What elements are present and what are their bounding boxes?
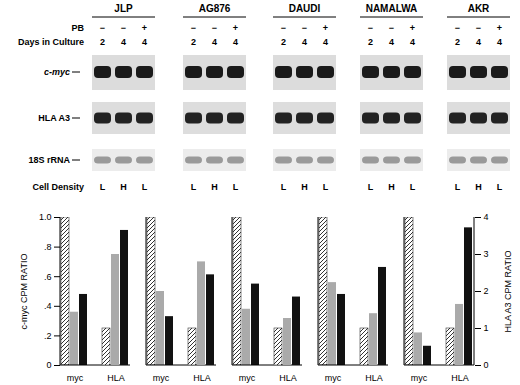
svg-text:+: +: [323, 23, 328, 33]
svg-text:HLA: HLA: [193, 373, 211, 383]
svg-text:.2: .2: [44, 331, 52, 341]
svg-text:Cell Density: Cell Density: [32, 182, 84, 192]
svg-text:HLA A3 CPM RATIO: HLA A3 CPM RATIO: [503, 251, 513, 333]
svg-text:4: 4: [142, 37, 147, 47]
svg-text:2: 2: [281, 37, 286, 47]
svg-text:2: 2: [100, 37, 105, 47]
svg-text:+: +: [142, 23, 147, 33]
svg-text:4: 4: [484, 212, 489, 222]
svg-text:HLA: HLA: [107, 373, 125, 383]
svg-text:4: 4: [323, 37, 328, 47]
svg-text:4: 4: [302, 37, 307, 47]
svg-text:−: −: [476, 23, 481, 33]
svg-text:HLA: HLA: [279, 373, 297, 383]
svg-text:L: L: [191, 182, 197, 192]
svg-text:−: −: [191, 23, 196, 33]
svg-text:1: 1: [484, 323, 489, 333]
svg-text:−: −: [281, 23, 286, 33]
svg-text:L: L: [410, 182, 416, 192]
svg-text:myc: myc: [239, 373, 256, 383]
svg-text:−: −: [121, 23, 126, 33]
svg-text:myc: myc: [325, 373, 342, 383]
svg-text:+: +: [233, 23, 238, 33]
svg-text:NAMALWA: NAMALWA: [366, 3, 418, 14]
svg-text:0: 0: [46, 360, 51, 370]
svg-text:.8: .8: [44, 242, 52, 252]
svg-text:L: L: [455, 182, 461, 192]
svg-text:H: H: [388, 182, 395, 192]
svg-text:2: 2: [455, 37, 460, 47]
svg-text:L: L: [281, 182, 287, 192]
svg-text:+: +: [410, 23, 415, 33]
svg-text:HLA: HLA: [365, 373, 383, 383]
svg-text:4: 4: [389, 37, 394, 47]
svg-text:c-myc CPM RATIO: c-myc CPM RATIO: [19, 254, 29, 330]
svg-text:2: 2: [368, 37, 373, 47]
svg-text:myc: myc: [67, 373, 84, 383]
svg-text:−: −: [212, 23, 217, 33]
svg-text:H: H: [475, 182, 482, 192]
svg-text:c-myc: c-myc: [44, 67, 70, 77]
svg-text:.6: .6: [44, 272, 52, 282]
svg-text:Days in Culture: Days in Culture: [18, 37, 84, 47]
svg-text:0: 0: [484, 360, 489, 370]
svg-text:−: −: [100, 23, 105, 33]
svg-text:4: 4: [121, 37, 126, 47]
svg-text:HLA: HLA: [451, 373, 469, 383]
svg-text:L: L: [368, 182, 374, 192]
svg-text:1.0: 1.0: [39, 212, 52, 222]
svg-text:myc: myc: [411, 373, 428, 383]
svg-text:4: 4: [476, 37, 481, 47]
svg-text:DAUDI: DAUDI: [289, 3, 321, 14]
svg-text:H: H: [301, 182, 308, 192]
svg-text:HLA A3: HLA A3: [38, 113, 70, 123]
svg-text:H: H: [211, 182, 218, 192]
svg-text:4: 4: [212, 37, 217, 47]
svg-text:−: −: [389, 23, 394, 33]
svg-text:H: H: [120, 182, 127, 192]
svg-text:L: L: [142, 182, 148, 192]
svg-text:L: L: [233, 182, 239, 192]
svg-text:3: 3: [484, 249, 489, 259]
svg-text:2: 2: [484, 286, 489, 296]
svg-text:4: 4: [497, 37, 502, 47]
svg-text:2: 2: [191, 37, 196, 47]
svg-text:+: +: [497, 23, 502, 33]
svg-text:L: L: [497, 182, 503, 192]
svg-text:L: L: [100, 182, 106, 192]
svg-text:PB: PB: [71, 23, 84, 33]
svg-text:L: L: [323, 182, 329, 192]
svg-text:−: −: [368, 23, 373, 33]
svg-text:−: −: [302, 23, 307, 33]
svg-text:−: −: [455, 23, 460, 33]
svg-text:AG876: AG876: [199, 3, 231, 14]
svg-text:.4: .4: [44, 301, 52, 311]
svg-text:AKR: AKR: [468, 3, 490, 14]
svg-text:4: 4: [410, 37, 415, 47]
svg-text:myc: myc: [153, 373, 170, 383]
svg-text:18S rRNA: 18S rRNA: [28, 155, 70, 165]
svg-text:JLP: JLP: [114, 3, 133, 14]
svg-text:4: 4: [233, 37, 238, 47]
